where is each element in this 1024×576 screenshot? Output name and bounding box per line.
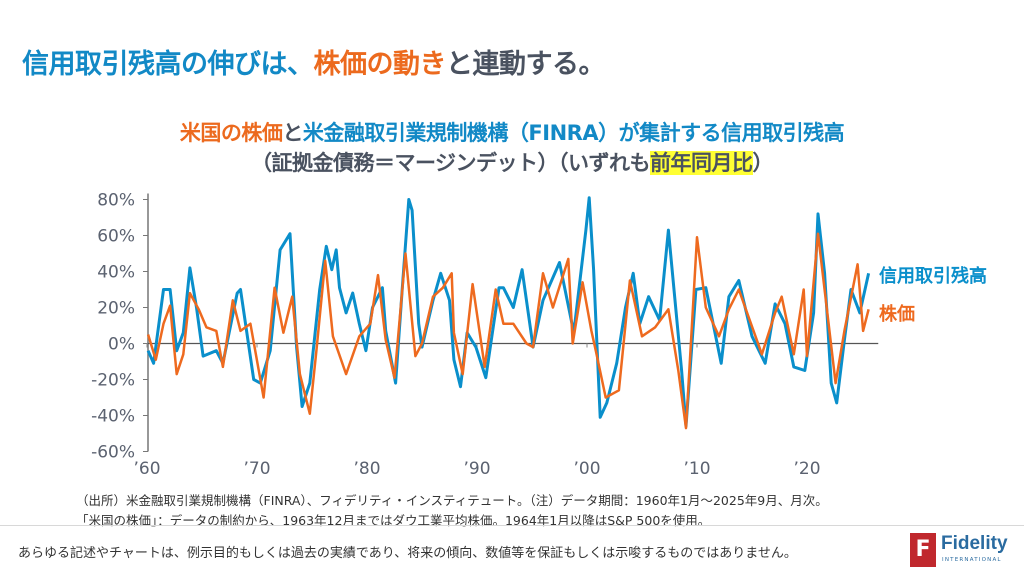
y-tick-label: -40% xyxy=(91,407,135,427)
chart-subtitle-line1: 米国の株価と米金融取引業規制機構（FINRA）が集計する信用取引残高 xyxy=(0,117,1024,147)
fidelity-logo-sub: INTERNATIONAL xyxy=(942,557,1002,563)
subtitle-desc: （証拠金債務＝マージンデット）（いずれも xyxy=(250,151,651,175)
title-part-stock: 株価の動き xyxy=(313,49,447,80)
chart-subtitle-line2: （証拠金債務＝マージンデット）（いずれも前年同月比） xyxy=(0,147,1024,177)
series-line-stock-price xyxy=(146,232,870,430)
data-note: 「米国の株価」：データの制約から、1963年12月まではダウ工業平均株価。196… xyxy=(76,513,711,528)
fidelity-logo-wordmark: Fidelity xyxy=(941,533,1008,554)
y-tick-label: 0% xyxy=(108,335,135,355)
legend-label-stock: 株価 xyxy=(879,303,915,325)
disclaimer: あらゆる記述やチャートは、例示目的もしくは過去の実績であり、将来の傾向、数値等を… xyxy=(18,546,797,561)
title-part-rest: と連動する。 xyxy=(446,49,606,80)
subtitle-stock: 米国の株価 xyxy=(179,121,283,145)
y-tick-label: -60% xyxy=(91,443,135,463)
x-tick-label: ’90 xyxy=(463,459,490,479)
title-part-margin: 信用取引残高の伸びは、 xyxy=(22,49,314,80)
footer-divider xyxy=(0,525,1024,526)
y-tick-label: 80% xyxy=(97,191,135,211)
y-tick-label: 60% xyxy=(97,227,135,247)
page-title: 信用取引残高の伸びは、株価の動きと連動する。 xyxy=(22,42,606,81)
subtitle-highlight: 前年同月比 xyxy=(650,151,753,175)
x-tick-label: ’60 xyxy=(133,459,160,479)
x-tick-label: ’10 xyxy=(683,459,710,479)
series-line-margin-debt xyxy=(146,196,871,428)
source-note: （出所）米金融取引業規制機構（FINRA）、フィデリティ・インスティテュート。（… xyxy=(76,493,828,508)
x-tick-label: ’80 xyxy=(353,459,380,479)
y-tick-label: -20% xyxy=(91,371,135,391)
subtitle-close: ） xyxy=(752,151,774,175)
fidelity-logo: F Fidelity INTERNATIONAL xyxy=(910,533,1015,569)
x-tick-label: ’20 xyxy=(793,459,820,479)
subtitle-and: と xyxy=(282,121,303,145)
x-tick-label: ’70 xyxy=(243,459,270,479)
y-tick-label: 40% xyxy=(97,263,135,283)
fidelity-logo-mark: F xyxy=(910,533,936,567)
x-tick-label: ’00 xyxy=(573,459,600,479)
legend-label-margin: 信用取引残高 xyxy=(879,265,987,287)
y-tick-label: 20% xyxy=(97,299,135,319)
subtitle-margin: 米金融取引業規制機構（FINRA）が集計する信用取引残高 xyxy=(302,121,845,145)
